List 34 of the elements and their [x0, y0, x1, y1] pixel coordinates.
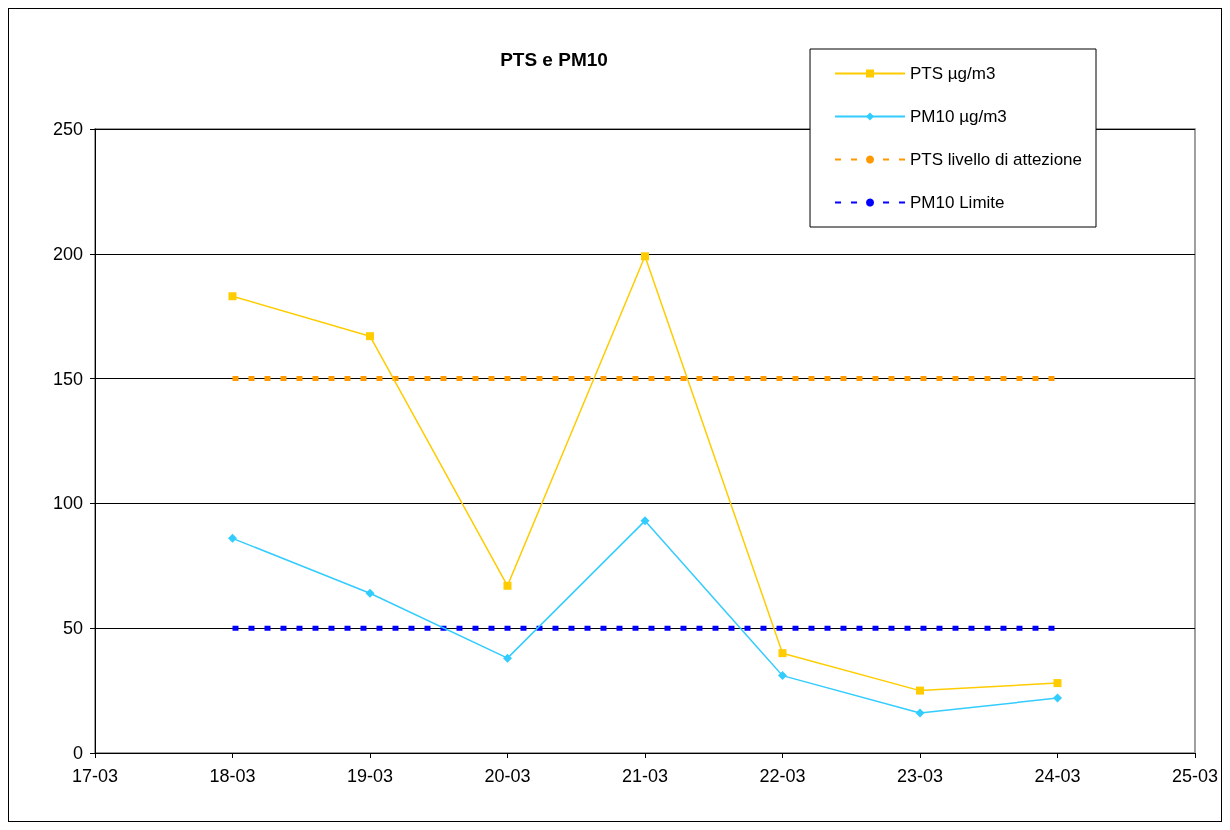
point — [915, 686, 924, 695]
y-tick-label: 0 — [72, 743, 83, 763]
point — [777, 671, 787, 681]
point — [228, 292, 237, 301]
x-tick-label: 22-03 — [759, 766, 806, 786]
x-tick-label: 18-03 — [209, 766, 256, 786]
legend-label: PTS livello di attezione — [910, 150, 1083, 169]
chart-title: PTS e PM10 — [500, 49, 608, 70]
point — [640, 516, 650, 526]
y-tick-label: 50 — [62, 618, 83, 639]
legend-label: PM10 µg/m3 — [910, 107, 1007, 126]
x-tick-label: 25-03 — [1171, 766, 1218, 786]
x-tick-label: 23-03 — [896, 766, 944, 786]
point — [366, 332, 374, 341]
x-tick-label: 19-03 — [346, 766, 394, 786]
point — [228, 533, 237, 543]
y-tick-label: 150 — [52, 368, 83, 389]
x-tick-label: 20-03 — [484, 766, 531, 786]
point — [640, 252, 649, 261]
y-tick-label: 200 — [52, 243, 83, 264]
legend-label: PTS µg/m3 — [910, 64, 996, 83]
point — [1053, 679, 1062, 688]
point — [915, 708, 925, 718]
x-tick-label: 24-03 — [1034, 766, 1081, 786]
point — [365, 588, 375, 598]
point — [1052, 693, 1062, 703]
point — [502, 653, 512, 663]
y-tick-label: 250 — [52, 119, 83, 139]
point — [503, 581, 512, 590]
legend-label: PM10 Limite — [910, 193, 1005, 212]
x-tick-label: 21-03 — [621, 766, 669, 786]
x-tick-label: 17-03 — [71, 766, 119, 786]
y-tick-label: 100 — [52, 493, 83, 514]
point — [778, 649, 787, 658]
